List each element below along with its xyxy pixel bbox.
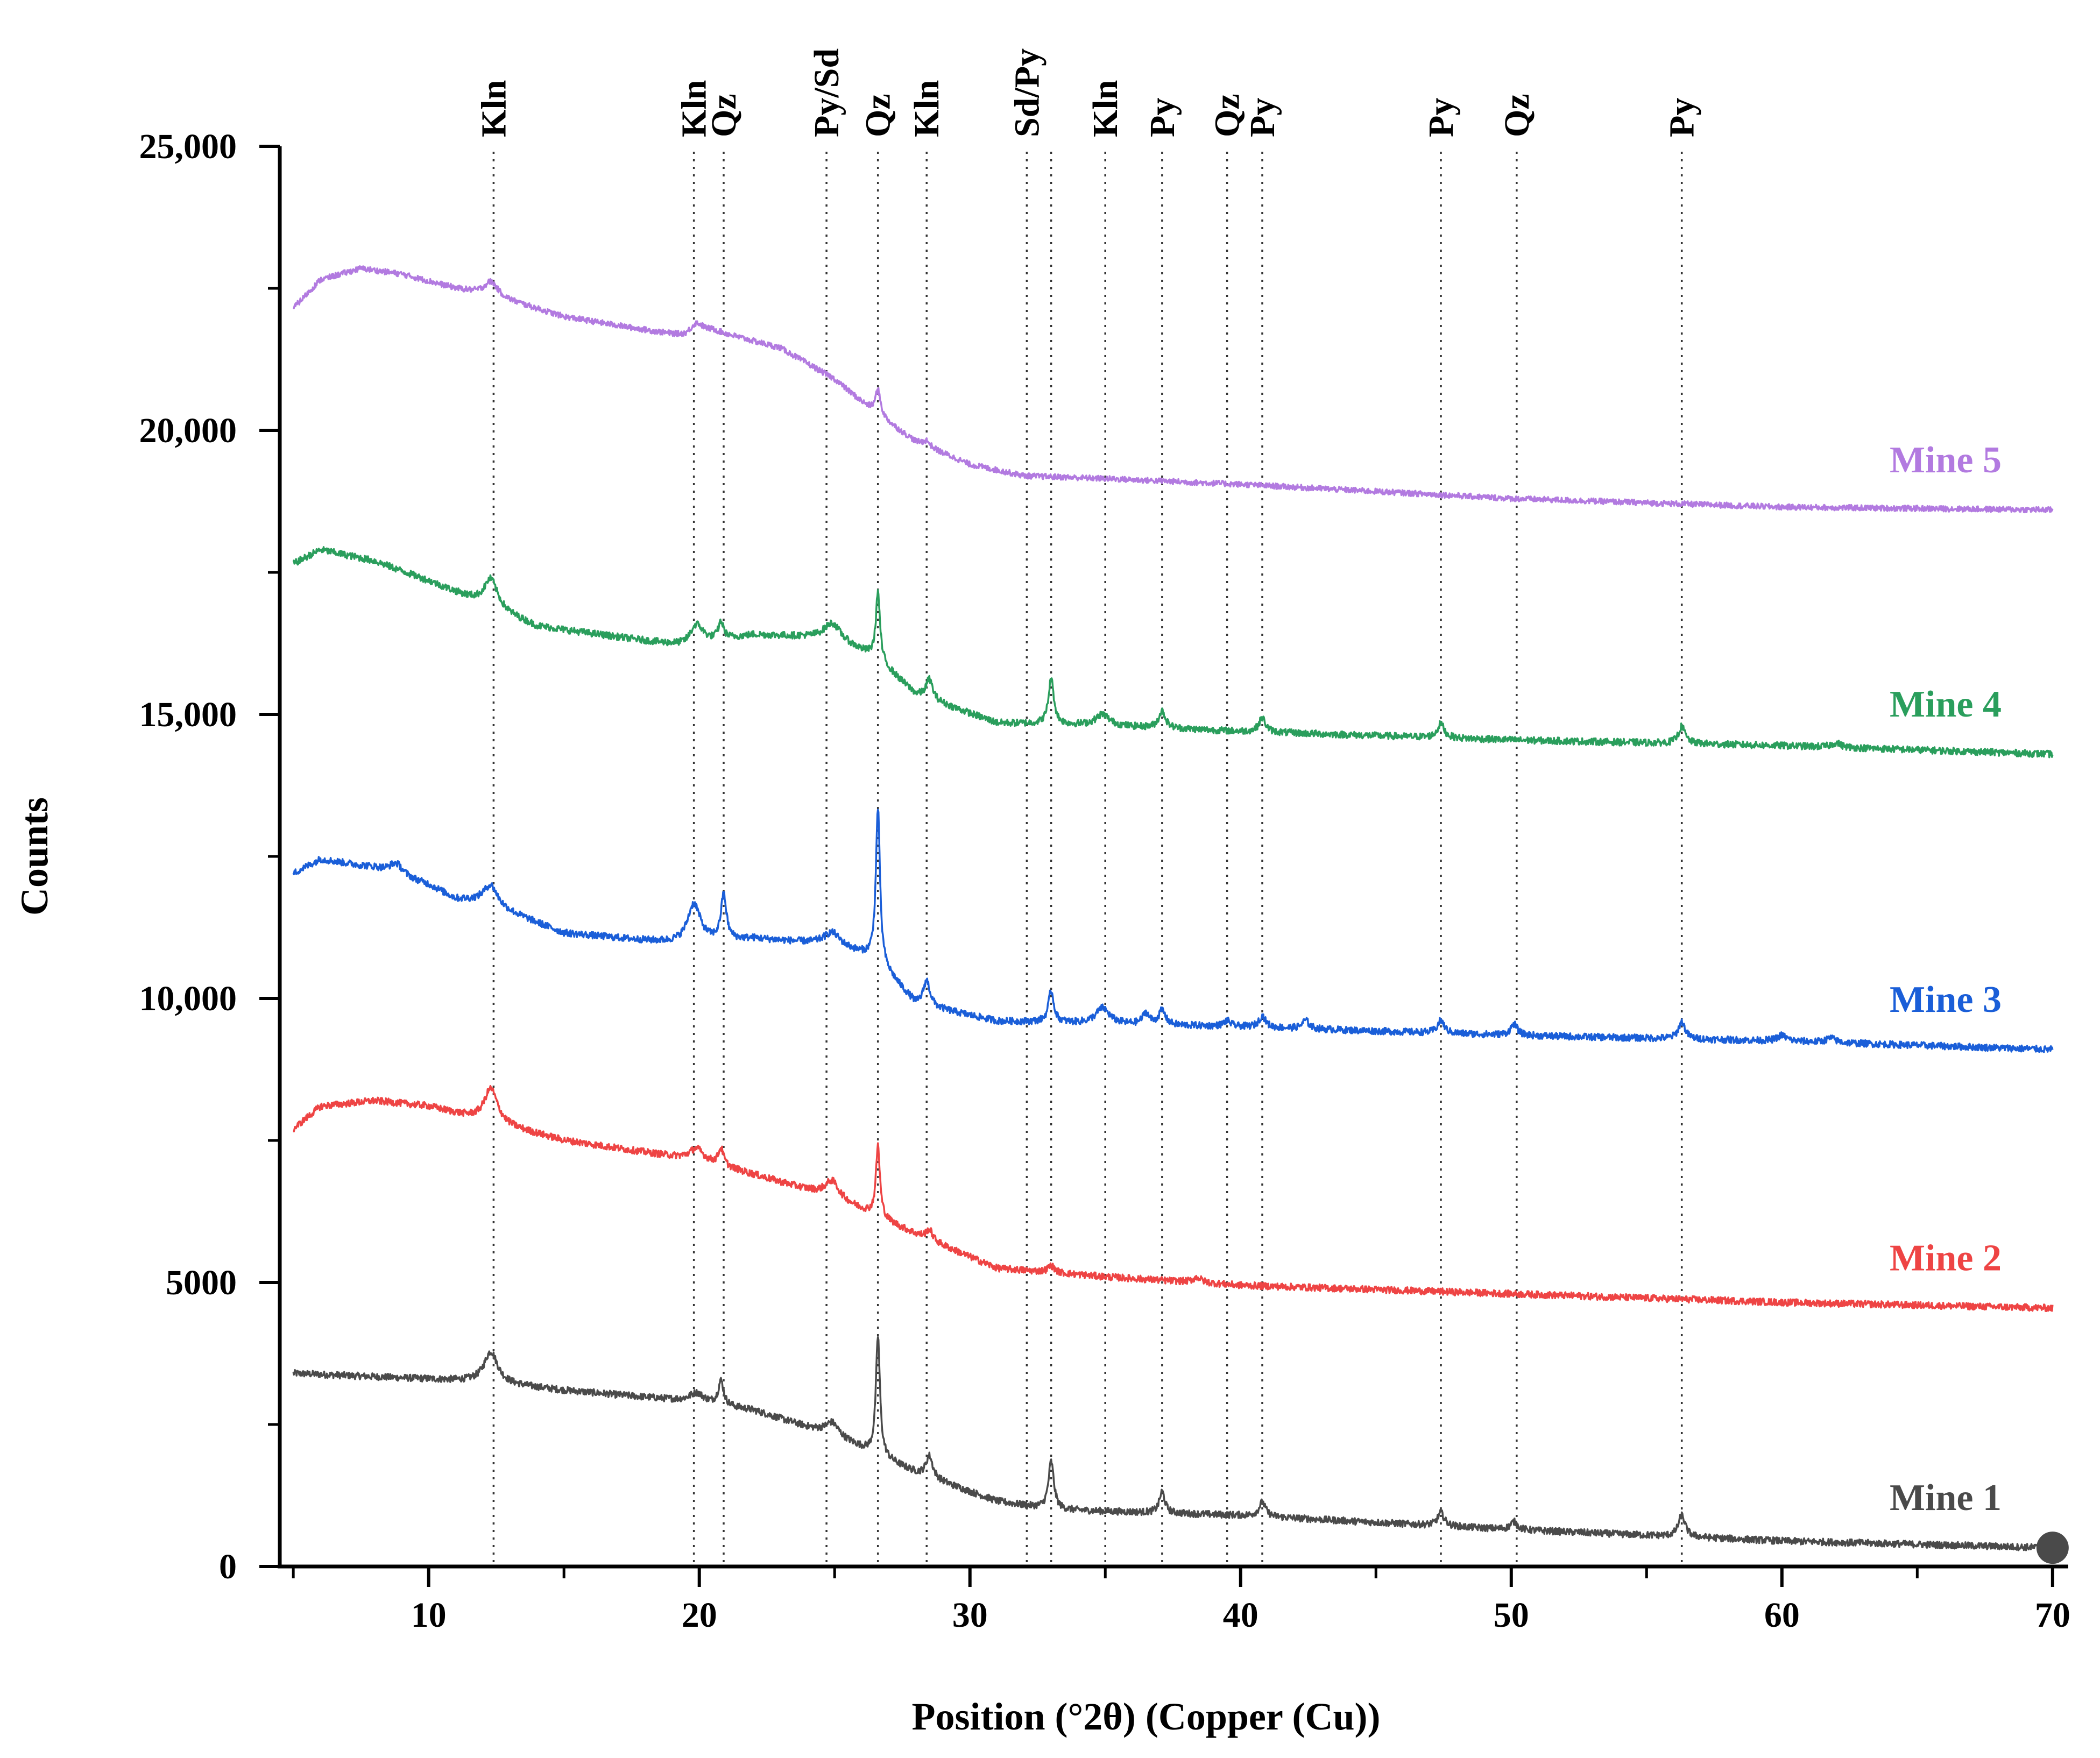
phase-label: Py	[1422, 98, 1461, 137]
phase-label: Qz	[1497, 94, 1537, 137]
series-labels: Mine 1 Mine 2 Mine 3 Mine 4 Mine 5	[1890, 440, 2002, 1519]
series-label: Mine 3	[1890, 979, 2002, 1020]
phase-label: Py	[1243, 98, 1282, 137]
y-tick-label: 15,000	[139, 695, 237, 734]
x-tick-label: 40	[1223, 1596, 1258, 1635]
x-tick-label: 60	[1764, 1596, 1800, 1635]
phase-label: Qz	[1208, 94, 1247, 137]
axes	[278, 146, 2068, 1569]
x-tick-label: 30	[952, 1596, 988, 1635]
series-line-3	[292, 809, 2054, 1053]
phase-label: Qz	[859, 94, 898, 137]
phase-label: Py/Sd	[807, 48, 846, 137]
x-axis-title: Position (°2θ) (Copper (Cu))	[912, 1695, 1381, 1738]
x-tick-label: 70	[2035, 1596, 2070, 1635]
y-axis-ticks: 0 5000 10,000 15,000 20,000 25,000	[139, 127, 280, 1586]
series-label: Mine 1	[1890, 1477, 2002, 1519]
series-line-1	[292, 1336, 2054, 1552]
x-tick-label: 10	[411, 1596, 447, 1635]
x-axis-ticks: 10 20 30 40 50 60 70	[292, 1566, 2070, 1635]
y-axis-title: Counts	[13, 797, 56, 916]
phase-marker-lines	[492, 152, 1683, 1566]
series-line-4	[292, 546, 2054, 759]
phase-label: Kln	[1086, 80, 1125, 137]
series-end-marker	[2036, 1532, 2069, 1564]
y-tick-label: 25,000	[139, 127, 237, 166]
phase-label: Py	[1663, 98, 1702, 137]
y-tick-label: 5000	[166, 1263, 237, 1302]
phase-label: Kln	[907, 80, 946, 137]
end-markers	[2036, 1532, 2069, 1564]
x-tick-label: 20	[682, 1596, 717, 1635]
y-tick-label: 20,000	[139, 411, 237, 450]
phase-label: Sd/Py	[1007, 48, 1047, 137]
series-label: Mine 2	[1890, 1238, 2002, 1279]
series-label: Mine 5	[1890, 440, 2002, 481]
y-tick-label: 0	[219, 1547, 237, 1586]
phase-label: Kln	[675, 80, 714, 137]
phase-label: Kln	[474, 80, 513, 137]
series-line-2	[293, 1084, 2054, 1312]
y-tick-label: 10,000	[139, 979, 237, 1018]
phase-label: Py	[1143, 98, 1182, 137]
phase-label: Qz	[704, 94, 744, 137]
series-label: Mine 4	[1890, 684, 2002, 725]
x-tick-label: 50	[1494, 1596, 1529, 1635]
series-line-5	[293, 265, 2054, 514]
series-lines	[292, 265, 2054, 1552]
